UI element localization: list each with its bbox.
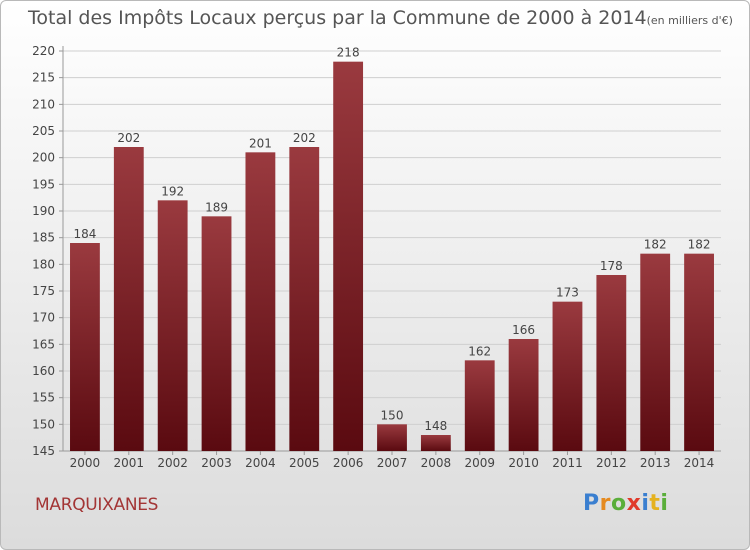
y-tick-label: 175 — [32, 284, 55, 298]
bar-value-label: 202 — [117, 131, 140, 145]
x-tick-label: 2001 — [114, 456, 145, 470]
x-tick-label: 2002 — [157, 456, 188, 470]
y-tick-labels: 145 150 155 160 165 170 175 180 185 190 195 200 205 2… — [32, 44, 55, 458]
bar-2003 — [201, 216, 232, 451]
y-tick-label: 190 — [32, 204, 55, 218]
bar-value-label: 182 — [644, 238, 667, 252]
x-tick-labels: 2000 2001 2002 2003 2004 2005 2006 2007 2008 2009… — [70, 451, 715, 470]
logo-letter: x — [626, 491, 642, 516]
x-tick-label: 2008 — [421, 456, 452, 470]
bar-value-label: 150 — [381, 408, 404, 422]
bar-2012 — [596, 275, 627, 451]
x-tick-label: 2011 — [552, 456, 583, 470]
bar-2001 — [113, 147, 144, 451]
y-tick-label: 155 — [32, 391, 55, 405]
bar-2011 — [552, 301, 583, 451]
bar-value-label: 218 — [337, 46, 360, 60]
bar-value-label: 166 — [512, 323, 535, 337]
bar-value-label: 178 — [600, 259, 623, 273]
x-tick-label: 2000 — [70, 456, 101, 470]
bar-2002 — [157, 200, 188, 451]
bar-value-label: 162 — [468, 344, 491, 358]
logo-letter: r — [599, 491, 611, 516]
chart-title: Total des Impôts Locaux perçus par la Co… — [28, 7, 733, 29]
bar-value-label: 182 — [688, 238, 711, 252]
logo-letter: o — [610, 491, 627, 516]
x-tick-label: 2012 — [596, 456, 627, 470]
y-tick-label: 165 — [32, 337, 55, 351]
x-tick-label: 2003 — [201, 456, 232, 470]
bar-value-label: 148 — [424, 419, 447, 433]
logo-letter: t — [649, 491, 661, 516]
y-tick-label: 205 — [32, 124, 55, 138]
bar-value-label: 201 — [249, 136, 272, 150]
x-tick-label: 2007 — [377, 456, 408, 470]
bar-value-labels: 184 202 192 189 201 202 218 150 148 162 166 173 178 1… — [73, 46, 710, 433]
bar-2004 — [245, 152, 276, 452]
x-tick-label: 2014 — [684, 456, 715, 470]
x-tick-label: 2013 — [640, 456, 671, 470]
bar-value-label: 192 — [161, 184, 184, 198]
logo-letter: i — [641, 491, 650, 516]
chart-title-main: Total des Impôts Locaux perçus par la Co… — [28, 7, 647, 29]
bar-2013 — [640, 253, 671, 451]
y-tick-label: 180 — [32, 257, 55, 271]
bar-value-label: 184 — [73, 227, 96, 241]
bar-2009 — [464, 360, 495, 451]
bar-2006 — [333, 61, 364, 452]
logo-letter: P — [583, 491, 600, 516]
chart-title-unit: (en milliers d'€) — [646, 14, 733, 27]
bar-2000 — [70, 243, 100, 451]
bar-2010 — [508, 339, 539, 451]
y-tick-label: 210 — [32, 97, 55, 111]
x-tick-label: 2006 — [333, 456, 364, 470]
bar-2008 — [420, 435, 451, 451]
bar-2014 — [684, 253, 714, 451]
y-tick-label: 215 — [32, 71, 55, 85]
y-tick-label: 160 — [32, 364, 55, 378]
bars — [70, 61, 714, 452]
y-tick-label: 150 — [32, 417, 55, 431]
y-tick-label: 195 — [32, 177, 55, 191]
bar-value-label: 202 — [293, 131, 316, 145]
y-tick-label: 200 — [32, 151, 55, 165]
bar-value-label: 189 — [205, 200, 228, 214]
x-tick-label: 2004 — [245, 456, 276, 470]
x-tick-label: 2005 — [289, 456, 320, 470]
y-tick-label: 185 — [32, 231, 55, 245]
y-tick-label: 145 — [32, 444, 55, 458]
bar-2005 — [289, 147, 320, 451]
y-tick-label: 220 — [32, 44, 55, 58]
bar-2007 — [377, 424, 407, 451]
proxiti-logo: Proxiti — [583, 491, 668, 516]
logo-letter: i — [660, 491, 669, 516]
bar-value-label: 173 — [556, 286, 579, 300]
x-tick-label: 2010 — [508, 456, 539, 470]
x-tick-label: 2009 — [464, 456, 495, 470]
commune-name: MARQUIXANES — [35, 495, 159, 515]
y-tick-label: 170 — [32, 311, 55, 325]
